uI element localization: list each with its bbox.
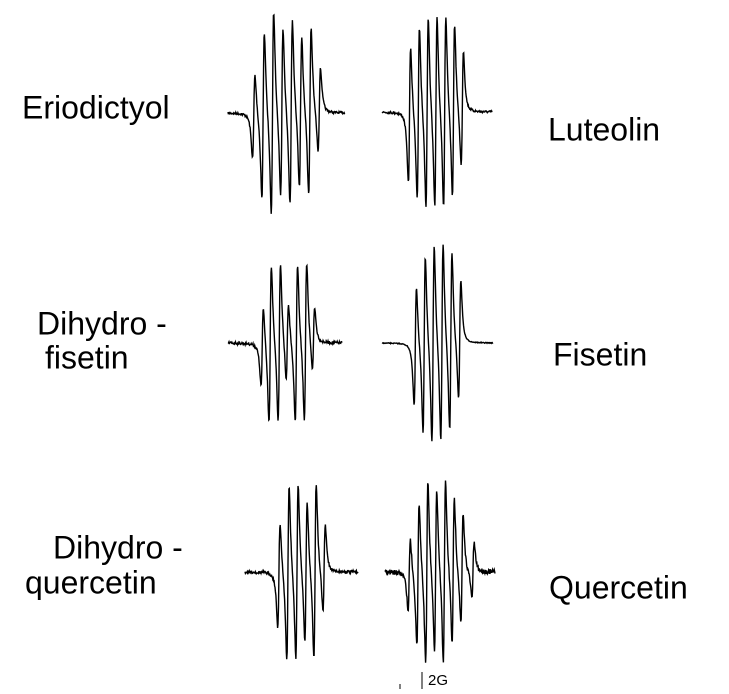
epr-spectrum <box>227 263 343 422</box>
label: Dihydro - <box>37 305 167 341</box>
scale-label: 2G <box>428 672 448 689</box>
label: Fisetin <box>553 336 647 372</box>
epr-spectrum <box>381 17 493 207</box>
label: Quercetin <box>549 569 688 605</box>
epr-spectrum <box>384 480 496 663</box>
epr-spectrum <box>244 485 359 660</box>
label: fisetin <box>45 339 129 375</box>
label: Eriodictyol <box>22 89 170 125</box>
label: Luteolin <box>548 111 660 147</box>
epr-spectrum <box>381 244 494 442</box>
label: Dihydro - <box>53 529 183 565</box>
spectra <box>227 13 496 663</box>
label: quercetin <box>25 564 157 600</box>
epr-spectrum <box>227 13 346 214</box>
